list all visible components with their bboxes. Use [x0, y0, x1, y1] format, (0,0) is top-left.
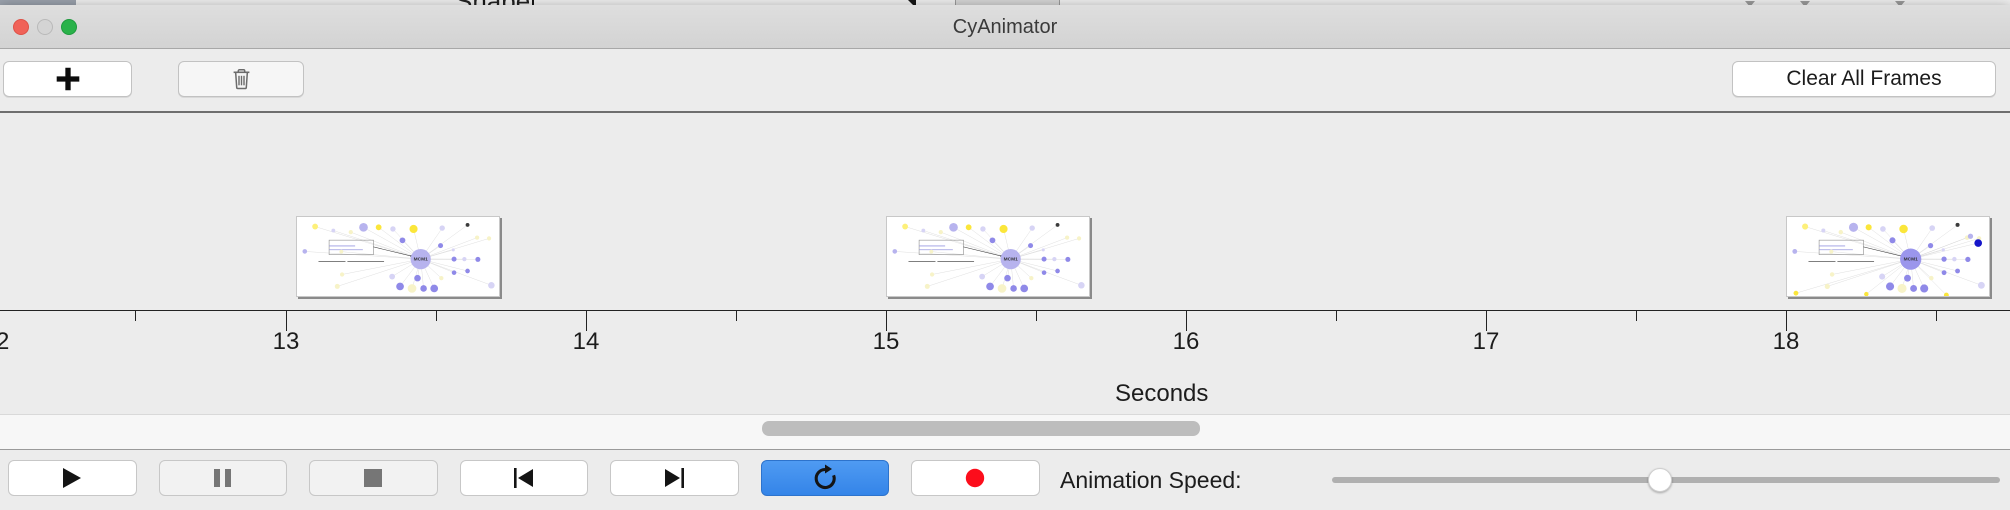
svg-text:MCM1: MCM1 — [1904, 257, 1918, 263]
svg-text:MCM1: MCM1 — [1004, 257, 1018, 263]
svg-text:MCM1: MCM1 — [414, 257, 428, 263]
